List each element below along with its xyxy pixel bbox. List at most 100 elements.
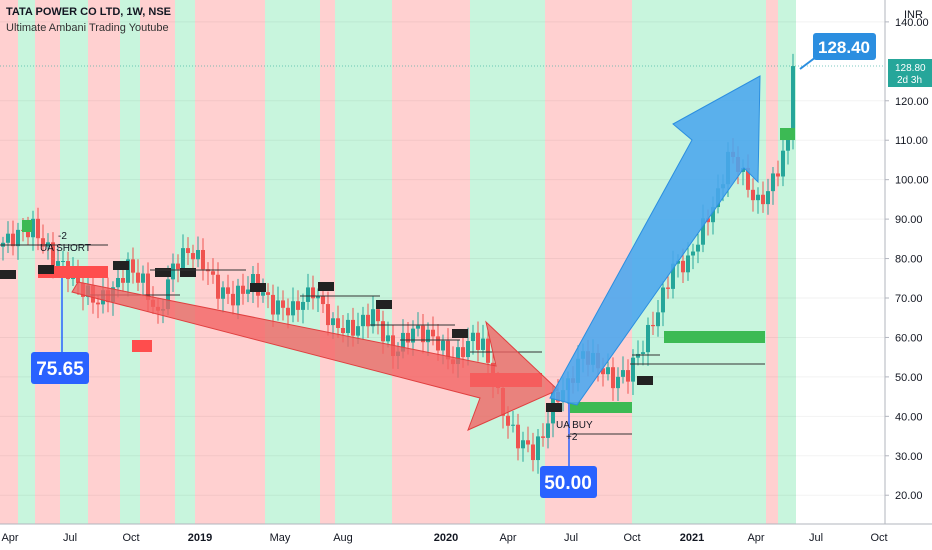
x-tick-label: Apr	[747, 532, 764, 544]
candle-body	[326, 304, 330, 326]
candle-body	[26, 230, 30, 238]
candle-body	[46, 242, 50, 247]
candle-body	[416, 325, 420, 329]
candle-body	[336, 318, 340, 328]
candle-body	[521, 440, 525, 449]
candle-body	[441, 340, 445, 351]
candle-body	[651, 324, 655, 327]
callout-box	[540, 466, 597, 498]
signal-block	[180, 268, 196, 277]
candle-body	[666, 287, 670, 289]
candle-body	[176, 263, 180, 270]
candle-body	[201, 249, 205, 270]
candle-body	[116, 278, 120, 288]
buy-zone	[664, 331, 765, 343]
downtrend-arrow	[71, 281, 559, 431]
sell-zone-small	[132, 340, 152, 352]
candle-body	[406, 332, 410, 343]
candle-body	[446, 340, 450, 360]
candle-body	[361, 314, 365, 327]
bg-band	[35, 0, 60, 524]
candle-body	[216, 274, 220, 299]
candle-body	[511, 424, 515, 426]
sell-count: -2	[58, 231, 67, 242]
candle-body	[166, 279, 170, 310]
x-tick-label: Apr	[1, 532, 18, 544]
callout-sell-value: 75.65	[36, 359, 84, 380]
signal-overlays: -2UA SHORT UA BUY+2	[0, 128, 795, 466]
candle-body	[196, 249, 200, 260]
candle-body	[771, 173, 775, 192]
y-tick-label: 140.00	[895, 17, 929, 29]
candle-body	[601, 368, 605, 375]
y-tick-label: 50.00	[895, 372, 923, 384]
candle-body	[611, 367, 615, 389]
bg-band	[766, 0, 778, 524]
candle-body	[516, 424, 520, 449]
candle-body	[746, 167, 750, 190]
candle-body	[641, 352, 645, 354]
candle-body	[761, 194, 765, 205]
candle-body	[186, 248, 190, 254]
candle-body	[766, 191, 770, 205]
candle-body	[131, 259, 135, 273]
price-callouts: 75.65 50.00 128.40	[31, 33, 876, 498]
y-tick-label: 70.00	[895, 293, 923, 305]
candle-body	[251, 274, 255, 290]
candle-body	[671, 263, 675, 289]
y-tick-label: 20.00	[895, 490, 923, 502]
candle-body	[351, 319, 355, 336]
callout-box	[813, 33, 876, 60]
signal-block	[113, 261, 129, 270]
candle-body	[291, 301, 295, 316]
candle-body	[301, 301, 305, 310]
chart-title: TATA POWER CO LTD, 1W, NSE	[6, 6, 171, 18]
x-tick-label: Aug	[333, 532, 353, 544]
candle-body	[696, 244, 700, 252]
candle-body	[411, 328, 415, 343]
candle-body	[401, 332, 405, 352]
candle-body	[706, 218, 710, 223]
candle-body	[686, 255, 690, 273]
candle-body	[656, 312, 660, 327]
y-tick-label: 60.00	[895, 332, 923, 344]
candle-body	[646, 324, 650, 353]
candle-body	[476, 332, 480, 350]
callout-target-value: 128.40	[818, 38, 870, 57]
candle-body	[146, 273, 150, 300]
signal-block	[637, 376, 653, 385]
y-tick-label: 80.00	[895, 254, 923, 266]
y-tick-label: 90.00	[895, 214, 923, 226]
bg-band	[265, 0, 320, 524]
candle-body	[356, 326, 360, 336]
candle-body	[606, 367, 610, 375]
chart-subtitle: Ultimate Ambani Trading Youtube	[6, 22, 169, 34]
candle-body	[781, 150, 785, 177]
candle-body	[546, 423, 550, 438]
candle-body	[211, 271, 215, 275]
candle-body	[181, 248, 185, 270]
signal-block	[452, 329, 468, 338]
candle-body	[226, 287, 230, 294]
candle-body	[531, 444, 535, 461]
x-tick-label: Jul	[564, 532, 578, 544]
candle-body	[51, 242, 55, 266]
candle-body	[241, 285, 245, 294]
y-axis-panel	[885, 0, 932, 550]
candle-body	[431, 329, 435, 337]
candle-body	[321, 295, 325, 305]
candle-body	[751, 189, 755, 201]
candle-body	[786, 138, 790, 151]
candle-body	[791, 66, 795, 139]
sell-label: UA SHORT	[40, 243, 91, 254]
x-tick-label: Oct	[623, 532, 640, 544]
signal-block	[155, 268, 171, 277]
x-tick-label: Apr	[499, 532, 516, 544]
x-tick-label: 2021	[680, 532, 704, 544]
bg-band	[320, 0, 335, 524]
candle-body	[456, 347, 460, 365]
candle-body	[296, 301, 300, 310]
candle-body	[631, 357, 635, 382]
